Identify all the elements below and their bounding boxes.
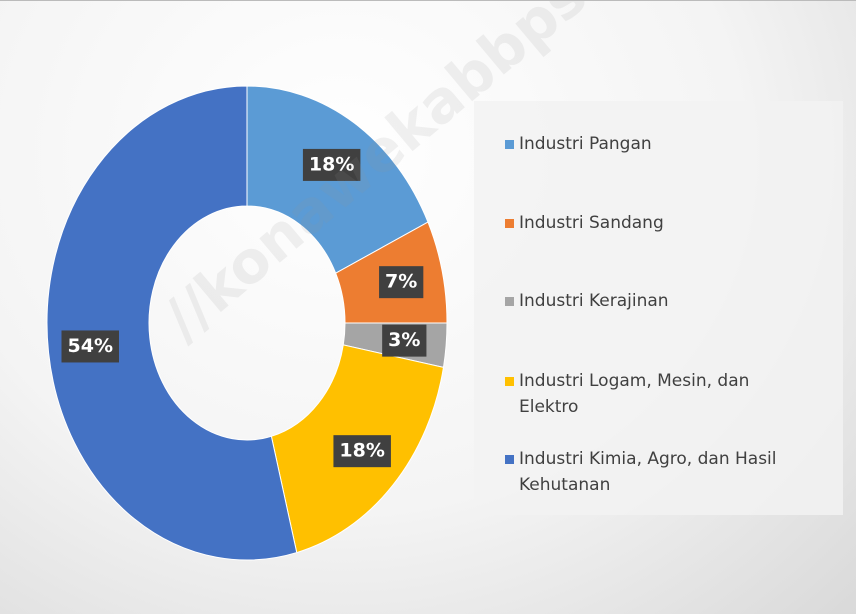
legend-item: Industri Kimia, Agro, dan Hasil Kehutana… <box>505 446 825 498</box>
legend-swatch <box>505 140 514 149</box>
legend-item: Industri Pangan <box>505 131 825 157</box>
data-label: 18% <box>339 440 384 462</box>
legend: Industri Pangan Industri Sandang Industri … <box>474 101 843 515</box>
legend-swatch <box>505 297 514 306</box>
data-label-box <box>379 266 424 299</box>
slice <box>46 85 298 561</box>
data-label: 54% <box>68 335 113 357</box>
data-label: 18% <box>309 153 354 175</box>
legend-swatch <box>505 455 514 464</box>
legend-label: Industri Kerajinan <box>519 291 669 311</box>
legend-swatch <box>505 377 514 386</box>
data-label-box <box>61 330 119 363</box>
data-label: 3% <box>388 329 420 351</box>
legend-label: Industri Pangan <box>519 134 652 154</box>
legend-label: Industri Logam, Mesin, dan Elektro <box>519 371 750 417</box>
data-label: 7% <box>385 271 417 293</box>
data-label-box <box>302 148 361 181</box>
legend-label: Industri Sandang <box>519 213 664 233</box>
data-label-box <box>382 324 427 357</box>
legend-item: Industri Logam, Mesin, dan Elektro <box>505 368 825 420</box>
legend-item: Industri Sandang <box>505 210 825 236</box>
legend-label: Industri Kimia, Agro, dan Hasil Kehutana… <box>519 449 777 495</box>
data-label-box <box>333 435 391 468</box>
legend-swatch <box>505 219 514 228</box>
legend-item: Industri Kerajinan <box>505 288 825 314</box>
